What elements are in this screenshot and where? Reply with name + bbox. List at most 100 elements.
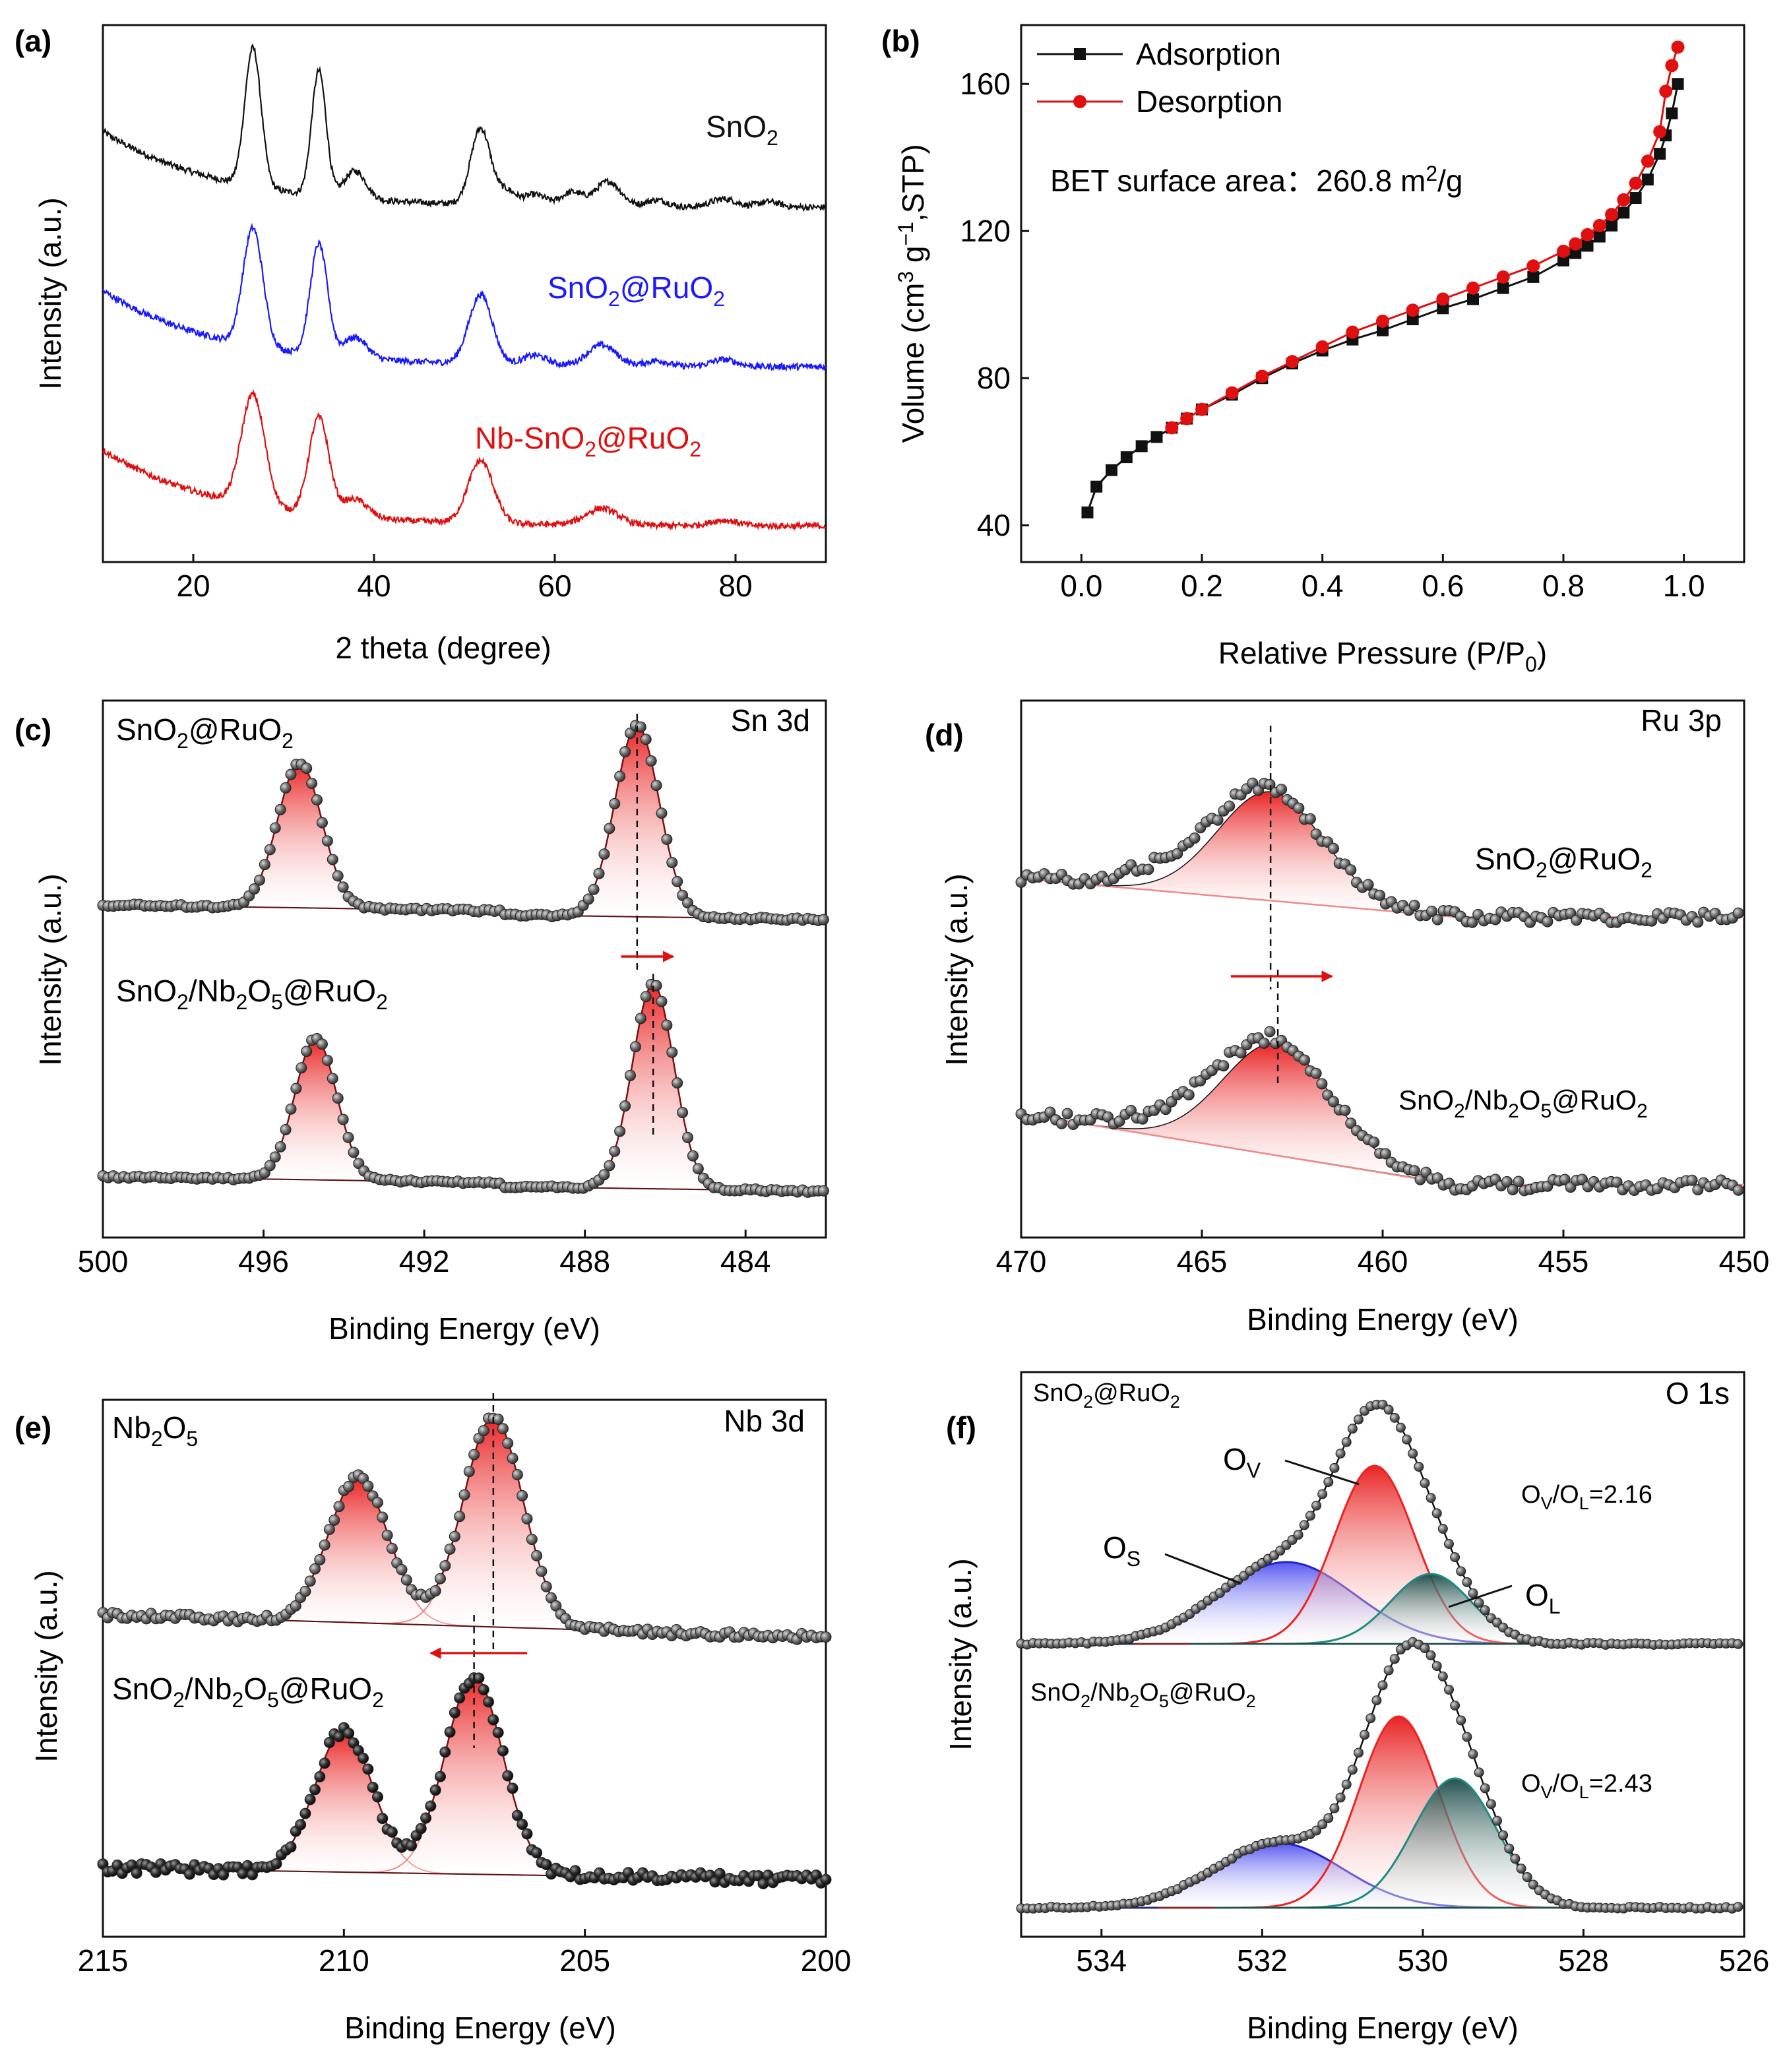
- legend-desorption-marker: [1073, 95, 1086, 108]
- panel-e-data-point: [511, 1469, 523, 1481]
- panel-c-data-point: [666, 857, 678, 869]
- panel-b-point-adsorption: [1377, 324, 1389, 336]
- panel-d-data-point: [1304, 813, 1316, 825]
- panel-e-data-point: [295, 1819, 307, 1831]
- panel-c-data-point: [614, 1125, 626, 1137]
- panel-f-data-point: [1389, 1654, 1400, 1664]
- panel-e-data-point: [468, 1449, 480, 1460]
- panel-d-data-point: [1299, 1054, 1311, 1066]
- panel-e-data-point: [319, 1757, 330, 1769]
- panel-e-data-point: [507, 1453, 518, 1464]
- panel-c-peak-fill: [179, 762, 421, 910]
- panel-e-data-point: [497, 1423, 509, 1435]
- panel-b-point-desorption: [1605, 208, 1619, 222]
- panel-f-data-point: [1437, 1524, 1448, 1534]
- panel-c-data-point: [588, 883, 600, 895]
- panel-e-data-point: [531, 1550, 543, 1561]
- panel-e-curves: [97, 1393, 832, 1890]
- panel-c-data-point: [280, 782, 292, 794]
- panel-c-data-point: [280, 1123, 292, 1135]
- panel-c-data-point: [316, 1038, 328, 1050]
- panel-f-data-point: [1528, 1879, 1538, 1890]
- panel-b-point-adsorption: [1120, 451, 1133, 464]
- panel-f-xtick-label: 534: [1076, 1943, 1127, 1978]
- panel-d-data-point: [1189, 832, 1201, 844]
- panel-b-point-adsorption: [1666, 107, 1678, 119]
- panel-d-xtick-label: 450: [1719, 1244, 1770, 1278]
- panel-e-data-point: [285, 1841, 297, 1853]
- panel-e-data-point: [381, 1529, 393, 1541]
- panel-f-data-point: [1360, 1730, 1370, 1740]
- panel-e-data-point: [377, 1511, 389, 1523]
- panel-c-data-point: [656, 995, 668, 1007]
- panel-c-data-point: [677, 1106, 689, 1118]
- panel-c-data-point: [337, 1114, 349, 1125]
- panel-f-data-point: [1329, 1462, 1340, 1473]
- panel-c-data-point: [661, 1019, 673, 1031]
- panel-c-data-point: [635, 1013, 646, 1024]
- panel-d-xtick-label: 470: [996, 1244, 1047, 1278]
- panel-c-envelope-line: [103, 724, 825, 921]
- panel-f-data-point: [1426, 1493, 1436, 1503]
- panel-f-data-point: [1293, 1530, 1303, 1540]
- panel-f-data-point: [1456, 1715, 1466, 1726]
- panel-a-series-label-sno2: SnO2: [706, 110, 778, 150]
- panel-f-ratio-top: OV/OL=2.16: [1521, 1481, 1652, 1513]
- panel-f-data-point: [1414, 1461, 1424, 1472]
- panel-c-data-point: [327, 854, 338, 865]
- panel-d-data-point: [1374, 889, 1386, 901]
- panel-b-point-desorption: [1195, 402, 1208, 416]
- panel-e-data-point: [449, 1707, 460, 1718]
- panel-c-data-point: [624, 728, 636, 739]
- panel-d-data-point: [1143, 863, 1154, 875]
- panel-d-data-point: [1501, 1176, 1513, 1187]
- panel-b-point-desorption: [1641, 154, 1654, 168]
- panel-f-data-point: [1480, 1783, 1490, 1794]
- panel-f-arrow-ol: [1448, 1585, 1513, 1608]
- panel-d-data-point: [1345, 864, 1357, 876]
- panel-e-data-point: [386, 1826, 398, 1838]
- panel-e-data-point: [511, 1809, 523, 1821]
- panel-f-label-ol: OL: [1525, 1578, 1561, 1618]
- panel-e-data-point: [309, 1784, 321, 1796]
- panel-c-data-point: [290, 1083, 302, 1094]
- panel-b-point-desorption: [1165, 421, 1179, 435]
- panel-e-xlabel: Binding Energy (eV): [344, 2011, 616, 2045]
- legend-adsorption-marker: [1074, 48, 1086, 60]
- panel-c-data-point: [321, 1054, 333, 1066]
- panel-b-point-desorption: [1581, 228, 1594, 241]
- panel-e-data-point: [299, 1807, 311, 1819]
- panel-f-data-point: [1408, 1448, 1418, 1459]
- panel-b-point-adsorption: [1606, 219, 1618, 232]
- panel-e-data-point: [540, 1581, 552, 1592]
- panel-e-data-point: [434, 1573, 446, 1585]
- panel-a-xlabel: 2 theta (degree): [335, 631, 551, 665]
- panel-e-frame: [102, 1398, 827, 1938]
- panel-e-data-point: [415, 1823, 427, 1835]
- panel-e-data-point: [343, 1728, 355, 1740]
- panel-f-data-point: [1468, 1588, 1478, 1598]
- panel-c-xtick-label: 488: [559, 1244, 610, 1278]
- panel-e-data-point: [497, 1745, 509, 1757]
- panel-e-data-point: [507, 1782, 518, 1794]
- panel-b-point-adsorption: [1672, 78, 1684, 90]
- panel-d-data-point: [1611, 1176, 1623, 1188]
- panel-e-data-point: [439, 1746, 451, 1758]
- panel-b-xtick-label: 0.4: [1302, 569, 1344, 603]
- panel-c-data-point: [321, 835, 333, 847]
- panel-c-data-point: [640, 734, 652, 745]
- panel-f-data-point: [1347, 1765, 1358, 1775]
- panel-e-nb3d: (e) 215 210 205 200 Nb 3d Nb2O5 SnO2/Nb2O5@…: [15, 1393, 851, 2045]
- panel-e-data-point: [454, 1511, 466, 1523]
- panel-e-data-point: [820, 1873, 832, 1885]
- panel-e-data-point: [406, 1840, 418, 1852]
- panel-a-curves: [102, 44, 827, 531]
- panel-d-data-point: [1345, 1117, 1357, 1129]
- panel-b-legend: Adsorption Desorption: [1037, 37, 1282, 119]
- panel-c-data-point: [624, 1069, 636, 1081]
- panel-e-data-point: [502, 1437, 514, 1449]
- panel-f-data-point: [1323, 1813, 1334, 1823]
- panel-b-point-desorption: [1406, 303, 1420, 317]
- panel-f-data-point: [1443, 1684, 1454, 1695]
- panel-f-bottom-label: SnO2/Nb2O5@RuO2: [1030, 1679, 1256, 1711]
